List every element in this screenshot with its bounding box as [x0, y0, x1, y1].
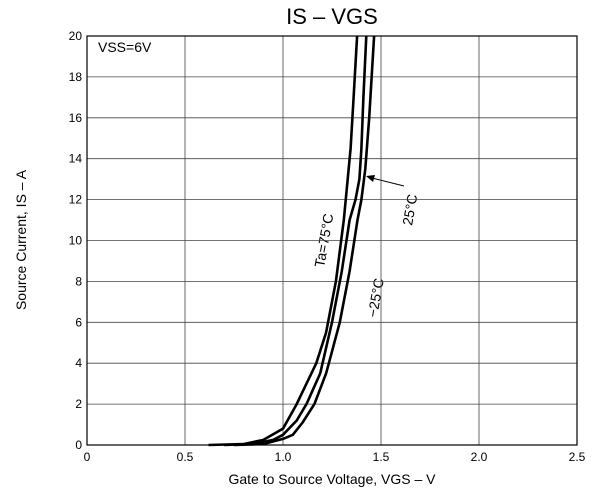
y-tick-label: 12	[69, 193, 83, 207]
chart-title: IS – VGS	[286, 4, 378, 29]
y-tick-label: 18	[69, 70, 83, 84]
annotation-arrow	[371, 177, 405, 187]
plot-frame	[86, 35, 578, 446]
x-tick-label: 0.5	[177, 450, 194, 464]
x-tick-label: 2.0	[471, 450, 488, 464]
y-tick-label: 0	[75, 438, 82, 452]
x-tick-label: 0	[84, 450, 91, 464]
y-tick-label: 8	[75, 274, 82, 288]
y-tick-label: 20	[69, 29, 83, 43]
x-tick-label: 1.0	[275, 450, 292, 464]
y-tick-label: 14	[69, 152, 83, 166]
y-tick-label: 4	[75, 356, 82, 370]
y-tick-label: 2	[75, 397, 82, 411]
x-tick-label: 2.5	[569, 450, 586, 464]
x-axis-label: Gate to Source Voltage, VGS – V	[228, 471, 436, 487]
line-series	[233, 35, 376, 447]
y-tick-label: 10	[69, 234, 83, 248]
annotation: 25°C	[399, 193, 420, 227]
line-series	[224, 35, 368, 447]
y-axis-label: Source Current, IS – A	[13, 169, 29, 310]
x-tick-label: 1.5	[373, 450, 390, 464]
arrow-head	[366, 175, 375, 182]
line-series	[208, 35, 359, 447]
annotation: VSS=6V	[98, 39, 152, 55]
y-tick-label: 6	[75, 315, 82, 329]
y-tick-label: 16	[69, 111, 83, 125]
